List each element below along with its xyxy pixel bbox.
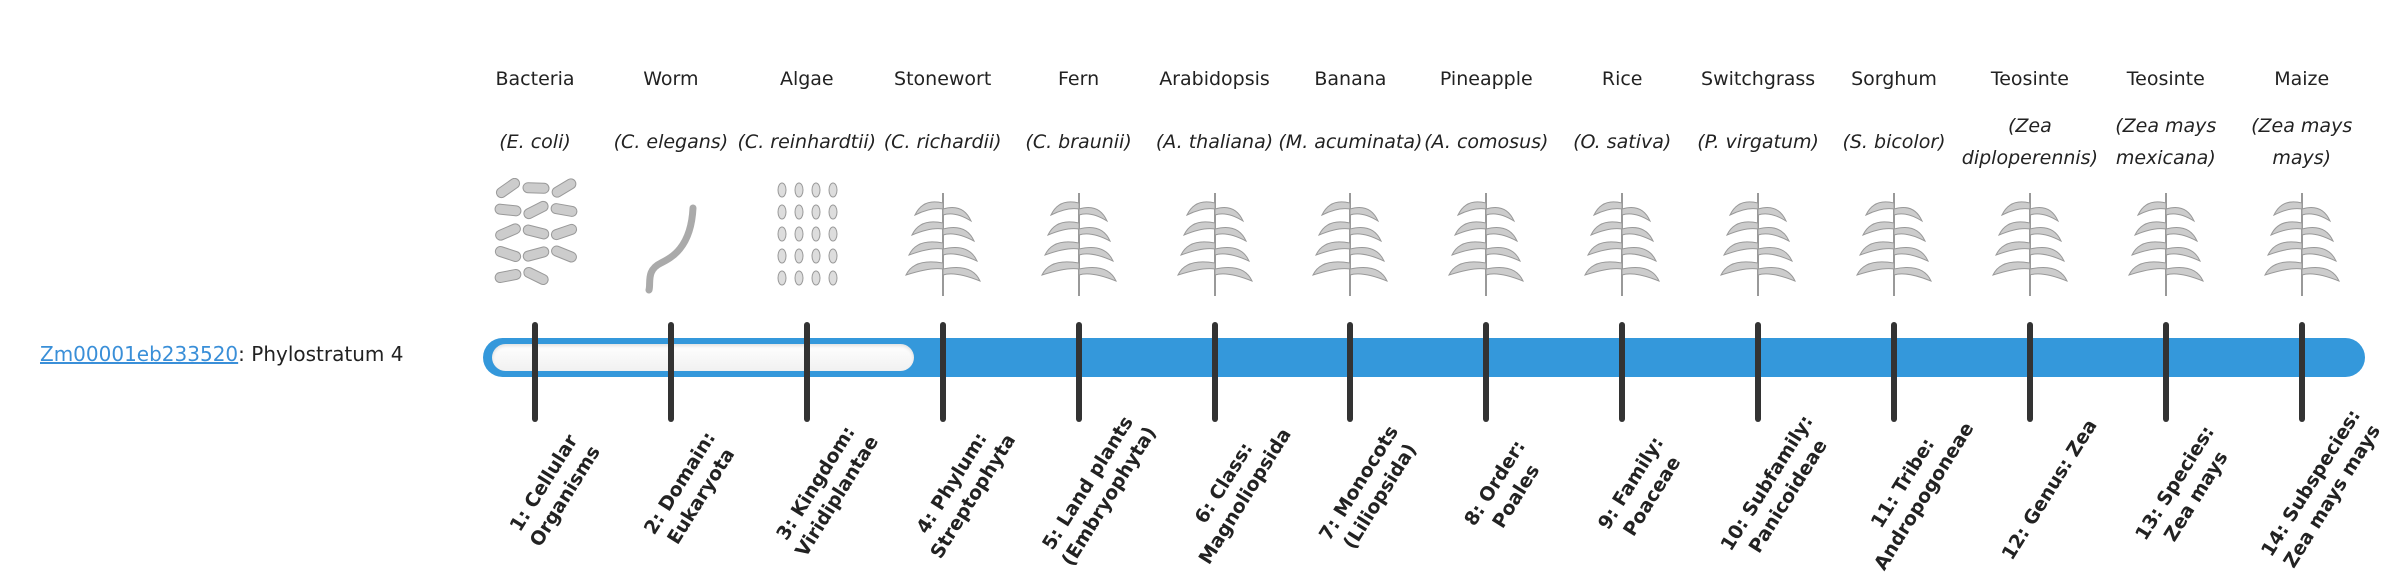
banana-illustration xyxy=(1312,193,1389,296)
stratum-label: 9: Family: Poaceae xyxy=(1594,432,1686,541)
organism-common-name: Banana xyxy=(1314,68,1387,90)
latin-text: (C. reinhardtii) xyxy=(737,131,877,153)
arabidopsis-illustration xyxy=(1176,193,1253,296)
stratum-label: 6: Class: Magnoliopsida xyxy=(1190,424,1296,569)
latin-text: (E. coli) xyxy=(499,131,571,153)
organism-latin-name: (C. elegans) xyxy=(599,110,743,174)
stratum-label: 8: Order: Poales xyxy=(1460,436,1545,533)
organism-common-name: Bacteria xyxy=(495,68,575,90)
latin-text: (A. thaliana) xyxy=(1155,131,1274,153)
organism-latin-name: (A. comosus) xyxy=(1414,110,1558,174)
organism-latin-name: (C. richardii) xyxy=(871,110,1015,174)
organism-latin-name: (C. reinhardtii) xyxy=(735,110,879,174)
organism-common-name: Teosinte xyxy=(1990,68,2069,90)
organism-common-name: Maize xyxy=(2274,68,2330,90)
stratum-tick xyxy=(939,322,946,422)
maize-illustration xyxy=(2263,193,2340,296)
gene-id-link[interactable]: Zm00001eb233520 xyxy=(40,342,239,366)
stratum-label: 5: Land plants (Embryophyta) xyxy=(1037,412,1161,571)
organism-common-name: Switchgrass xyxy=(1701,68,1816,90)
stratum-label: 14: Subspecies: Zea mays mays xyxy=(2256,405,2385,572)
stonewort-illustration xyxy=(904,193,981,296)
stratum-tick xyxy=(1211,322,1218,422)
latin-text: (A. comosus) xyxy=(1424,131,1549,153)
bar-empty-portion xyxy=(492,344,914,371)
organism-common-name: Stonewort xyxy=(894,68,992,90)
stratum-label: 13: Species: Zea mays xyxy=(2130,421,2233,546)
bacteria-illustration xyxy=(494,178,578,286)
teosinte-illustration xyxy=(1991,193,2068,296)
worm-illustration xyxy=(645,204,697,294)
switchgrass-illustration xyxy=(1720,193,1797,296)
pineapple-illustration xyxy=(1448,193,1525,296)
stratum-label: 2: Domain: Eukaryota xyxy=(639,427,740,549)
stratum-tick xyxy=(1891,322,1897,422)
stratum-label: 11: Tribe: Andropogoneae xyxy=(1866,418,1979,575)
organism-latin-name: (Zea mays mays) xyxy=(2230,110,2374,174)
stratum-tick xyxy=(1619,322,1626,422)
teosinte-illustration xyxy=(2127,193,2204,296)
organism-common-name: Worm xyxy=(643,68,699,90)
organism-common-name: Teosinte xyxy=(2126,68,2205,90)
organism-latin-name: (S. bicolor) xyxy=(1822,110,1966,174)
latin-text: (C. elegans) xyxy=(613,131,729,153)
organism-common-name: Fern xyxy=(1058,68,1100,90)
phylostratum-bar xyxy=(483,338,2365,377)
organism-latin-name: (O. sativa) xyxy=(1550,110,1694,174)
stratum-label: 12: Genus: Zea xyxy=(1997,415,2102,564)
stratum-tick xyxy=(1483,322,1490,422)
organism-latin-name: (E. coli) xyxy=(463,110,607,174)
organism-common-name: Arabidopsis xyxy=(1159,68,1270,90)
organism-common-name: Rice xyxy=(1601,68,1643,90)
rice-illustration xyxy=(1584,193,1661,296)
organism-latin-name: (C. braunii) xyxy=(1007,110,1151,174)
latin-text: (C. braunii) xyxy=(1025,131,1132,153)
stratum-label: 1: Cellular Organisms xyxy=(505,430,605,551)
stratum-label: 3: Kingdom: Viridiplantae xyxy=(772,422,883,561)
organism-latin-name: (Zea diploperennis) xyxy=(1958,110,2102,174)
latin-text: (P. virgatum) xyxy=(1697,131,1819,153)
latin-text: (Zea mays mexicana) xyxy=(2115,115,2217,169)
stratum-label: 10: Subfamily: Panicoideae xyxy=(1716,411,1832,558)
stratum-tick xyxy=(2026,322,2033,422)
stratum-tick xyxy=(2298,322,2305,422)
stratum-tick xyxy=(1347,322,1354,422)
stratum-tick xyxy=(667,322,674,422)
fern-illustration xyxy=(1040,193,1117,296)
stratum-tick xyxy=(532,322,538,422)
stratum-tick xyxy=(803,322,810,422)
gene-label: Zm00001eb233520: Phylostratum 4 xyxy=(40,342,403,366)
latin-text: (O. sativa) xyxy=(1573,131,1672,153)
stratum-tick xyxy=(1075,322,1082,422)
organism-common-name: Sorghum xyxy=(1851,68,1937,90)
latin-text: (S. bicolor) xyxy=(1842,131,1946,153)
organism-latin-name: (P. virgatum) xyxy=(1686,110,1830,174)
sorghum-illustration xyxy=(1856,193,1932,296)
stratum-label: 4: Phylum: Streptophyta xyxy=(911,428,1020,563)
phylostratum-text: : Phylostratum 4 xyxy=(238,342,404,366)
organism-common-name: Algae xyxy=(779,68,834,90)
algae-illustration xyxy=(777,182,838,286)
latin-text: (Zea mays mays) xyxy=(2251,115,2353,169)
latin-text: (M. acuminata) xyxy=(1278,131,1423,153)
organism-common-name: Pineapple xyxy=(1439,68,1533,90)
stratum-label: 7: Monocots (Liliopsida) xyxy=(1315,421,1422,554)
organism-latin-name: (A. thaliana) xyxy=(1143,110,1287,174)
latin-text: (Zea diploperennis) xyxy=(1961,115,2098,169)
latin-text: (C. richardii) xyxy=(883,131,1002,153)
stratum-tick xyxy=(2162,322,2169,422)
stratum-tick xyxy=(1755,322,1762,422)
organism-latin-name: (M. acuminata) xyxy=(1278,110,1422,174)
organism-latin-name: (Zea mays mexicana) xyxy=(2094,110,2238,174)
